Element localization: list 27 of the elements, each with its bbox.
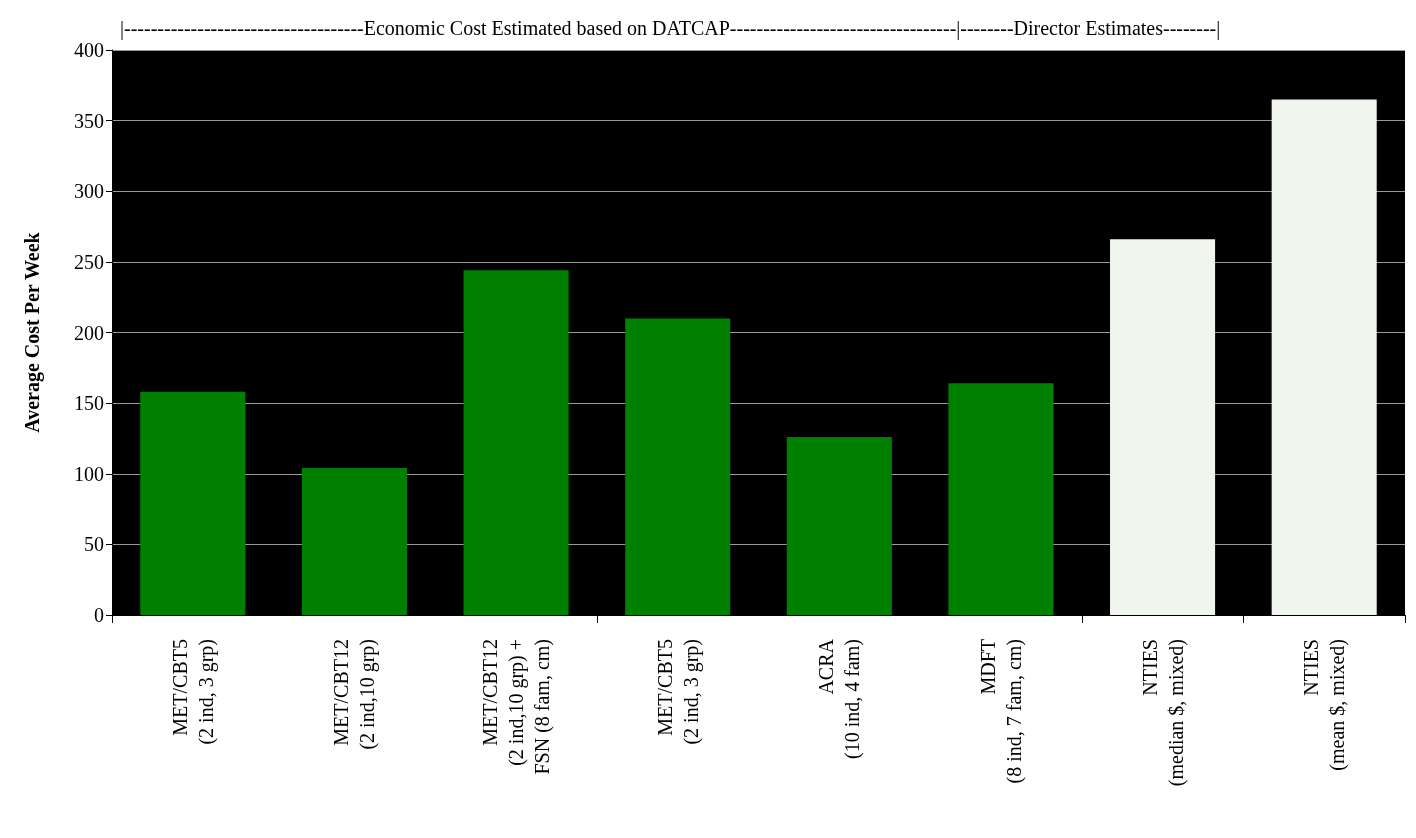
bar: [1110, 239, 1216, 615]
x-tick-label: MDFT (8 ind, 7 fam, cm): [976, 639, 1026, 784]
bar: [948, 383, 1054, 615]
x-tick-label: MET/CBT5 (2 ind, 3 grp): [168, 639, 218, 745]
y-tick-label: 100: [74, 462, 104, 485]
x-tick-label: ACRA (10 ind, 4 fam): [815, 638, 865, 759]
y-axis-title: Average Cost Per Week: [21, 231, 44, 433]
bar: [140, 391, 246, 615]
y-tick-label: 0: [94, 604, 104, 626]
bar: [301, 468, 407, 615]
bar: [1271, 99, 1377, 615]
y-tick-label: 150: [74, 392, 104, 415]
x-tick-label: MET/CBT12 (2 ind,10 grp) + FSN (8 fam, cm): [479, 639, 555, 775]
x-tick-label: NTIES (mean $, mixed): [1300, 639, 1350, 771]
text: |------------------------------------Economic Cost Estimated based on DATCAP----------------------------------|--------Director Estimates--------|: [120, 17, 1221, 40]
y-tick-label: 50: [84, 533, 104, 556]
y-tick-label: 350: [74, 109, 104, 132]
y-tick-label: 400: [74, 39, 104, 61]
x-tick-label: NTIES (median $, mixed): [1138, 639, 1188, 787]
bar: [786, 437, 892, 615]
y-tick-label: 300: [74, 180, 104, 203]
x-tick-label: MET/CBT5 (2 ind, 3 grp): [653, 639, 703, 745]
y-tick-label: 200: [74, 321, 104, 344]
y-tick-label: 250: [74, 250, 104, 273]
bar: [625, 318, 731, 615]
x-tick-label: MET/CBT12 (2 ind,10 grp): [330, 639, 380, 750]
bar: [463, 270, 569, 615]
